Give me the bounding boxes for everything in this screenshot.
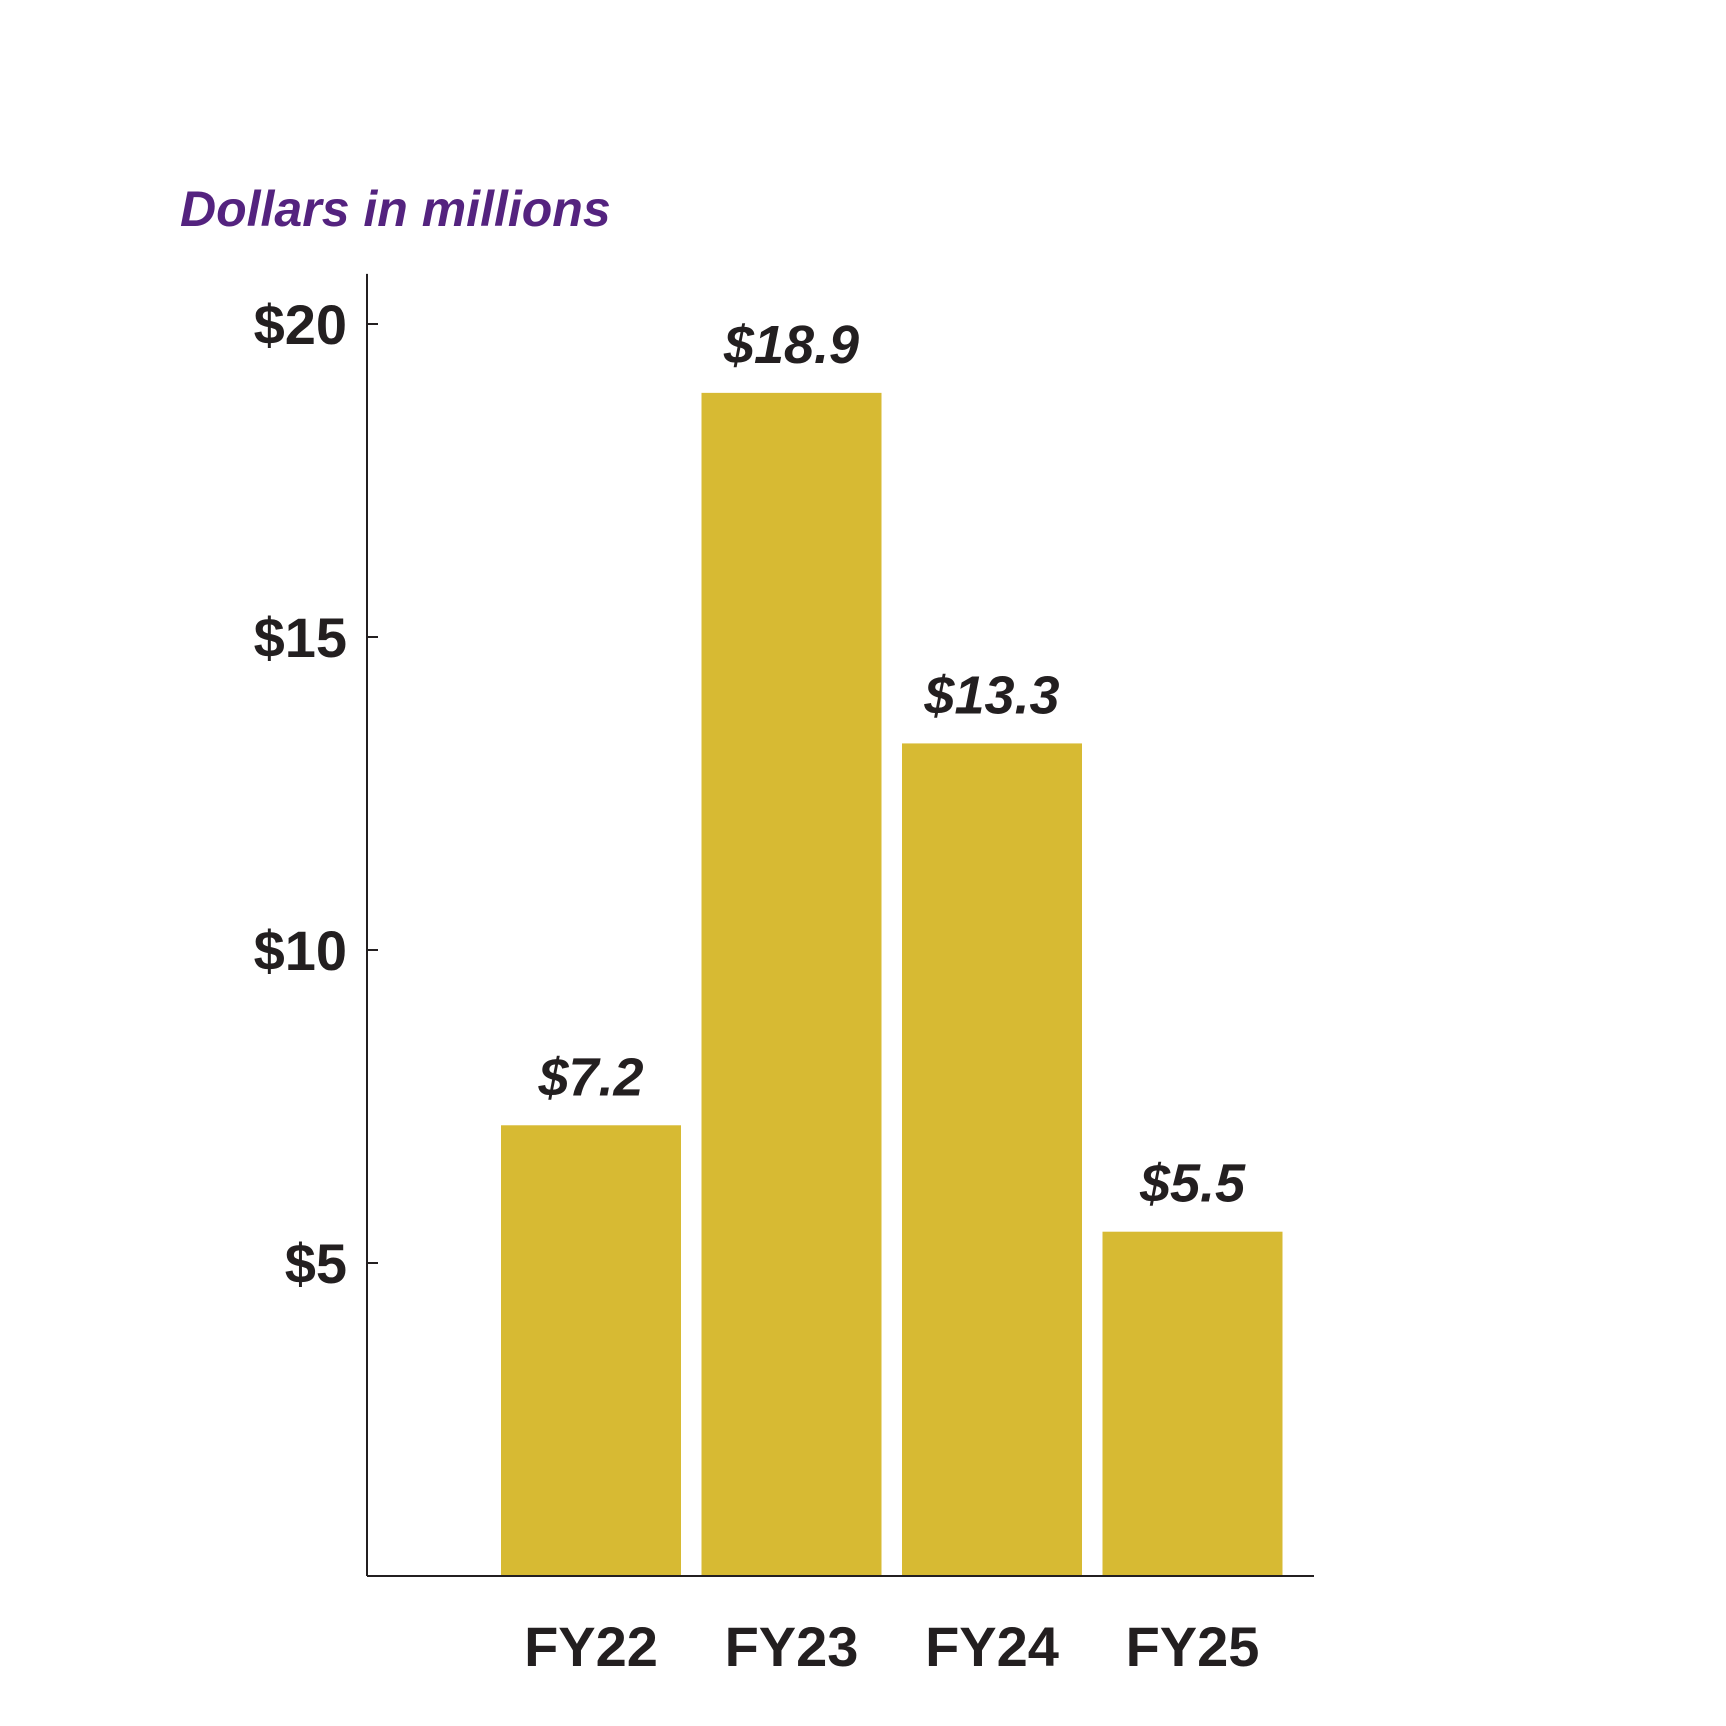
category-label-fy25: FY25 <box>1126 1615 1260 1678</box>
data-label-fy23: $18.9 <box>723 315 859 375</box>
unit-label: Dollars in millions <box>180 181 611 237</box>
data-labels: $7.2 $18.9 $13.3 $5.5 <box>537 315 1246 1214</box>
bar-fy23 <box>701 392 882 1576</box>
category-labels: FY22 FY23 FY24 FY25 <box>524 1615 1259 1678</box>
category-label-fy22: FY22 <box>524 1615 658 1678</box>
data-label-fy22: $7.2 <box>537 1047 643 1107</box>
bar-fy25 <box>1102 1231 1283 1576</box>
y-tick-label-10: $10 <box>254 919 347 982</box>
category-label-fy23: FY23 <box>725 1615 859 1678</box>
data-label-fy24: $13.3 <box>923 665 1059 725</box>
bar-fy24 <box>902 743 1082 1576</box>
bars <box>501 392 1283 1576</box>
y-tick-label-5: $5 <box>285 1232 347 1295</box>
data-label-fy25: $5.5 <box>1139 1154 1246 1214</box>
y-tick-label-20: $20 <box>254 293 347 356</box>
category-label-fy24: FY24 <box>925 1615 1059 1678</box>
y-axis: $5 $10 $15 $20 <box>254 273 378 1576</box>
bar-fy22 <box>501 1125 681 1576</box>
y-tick-label-15: $15 <box>254 606 347 669</box>
